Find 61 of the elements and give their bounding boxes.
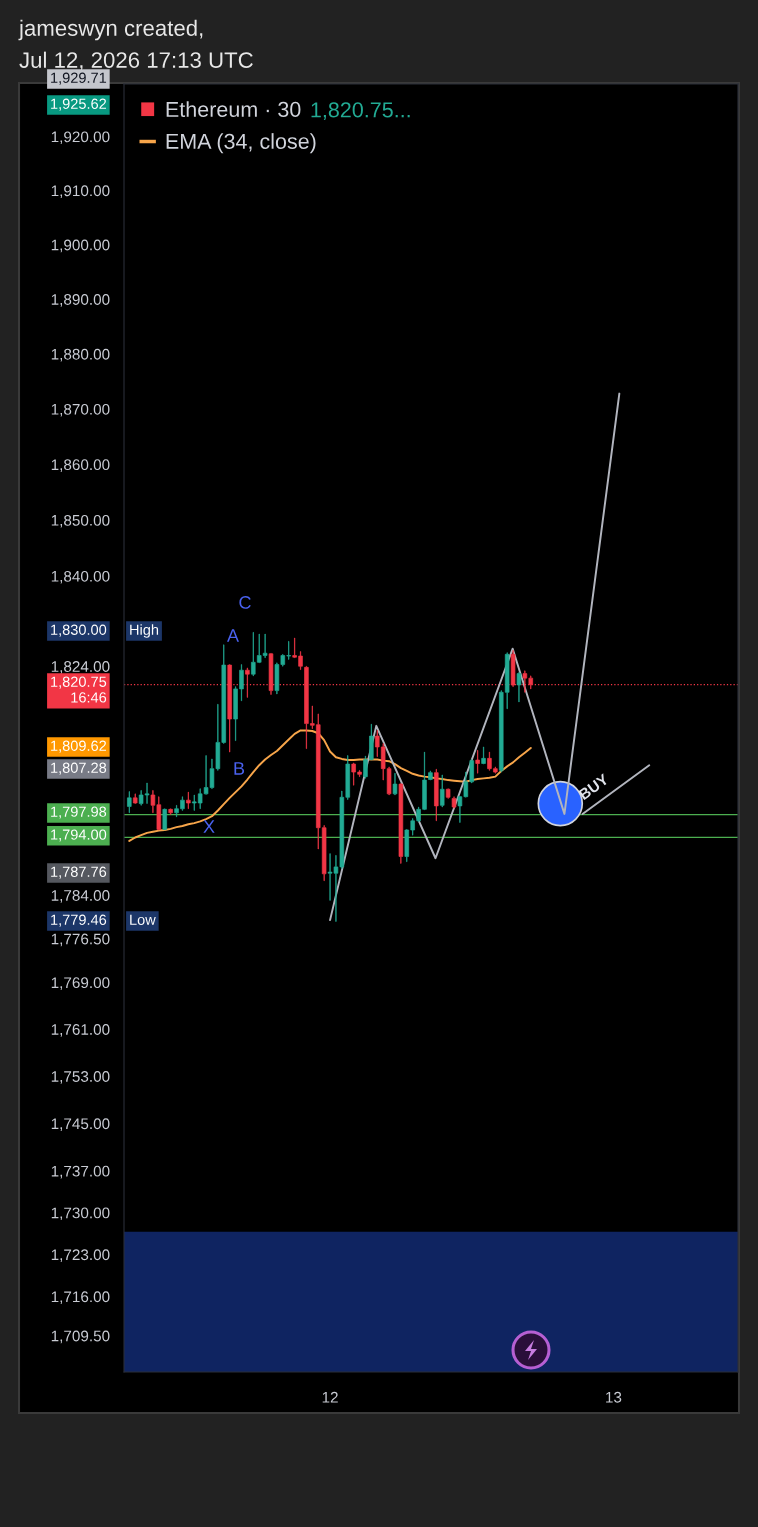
y-tick-label: 1,824.00 [51,661,110,674]
candlestick [398,783,404,864]
annotation: B [234,762,245,775]
candlestick [168,808,173,815]
annotation: Low [130,914,156,925]
annotation: C [239,596,251,609]
y-tick-label: 1,723.00 [51,1249,110,1262]
annotation: 1,820.75... [311,102,410,121]
y-tick-label: 1,761.00 [51,1024,110,1037]
text: 1,925.62 [51,98,107,111]
y-tick-label: 1,709.50 [51,1330,110,1344]
chart-subtitle: Jul 12, 2026 17:13 UTC [19,51,253,71]
y-tick-label: 1,769.00 [51,977,110,990]
text: 1,787.76 [51,866,107,879]
candlestick [132,793,138,804]
ref-line-label: 1,820.75 16:46 [51,676,107,703]
candlestick [481,746,486,765]
x-tick-label: 12 [322,1391,338,1403]
y-tick-label: 1,850.00 [51,514,110,528]
annotation: A [227,629,239,642]
y-tick-label: 1,900.00 [51,239,110,253]
text: 1,830.00 [51,624,107,637]
y-tick-label: 1,880.00 [51,348,110,362]
y-tick-label: 1,776.50 [51,933,110,947]
candlestick [439,774,445,808]
y-tick-label: 1,737.00 [51,1165,110,1179]
candlestick [227,664,232,753]
y-tick-label: 1,860.00 [51,459,110,472]
line-series [128,729,532,842]
candlestick [392,772,398,796]
y-tick-label: 1,870.00 [51,403,110,417]
text: 1,779.46 [51,914,107,927]
x-tick-label: 13 [606,1391,622,1403]
candlestick [434,768,439,822]
y-tick-label: 1,920.00 [51,131,110,145]
ref-line-label: 1,794.00 [51,829,107,842]
annotation: X [203,820,215,833]
ref-line-label: 1,797.98 [51,806,107,819]
text: 1,807.28 [51,762,107,775]
y-tick-label: 1,745.00 [51,1118,110,1131]
candlestick [445,788,451,799]
candlestick [186,791,191,810]
candlestick [451,796,457,809]
legend-label: Ethereum · 30 [166,101,301,118]
y-tick-label: 1,753.00 [51,1071,110,1084]
candlestick [475,750,480,774]
y-tick-label: 1,730.00 [51,1207,110,1221]
candlestick [516,672,522,703]
y-tick-label: 1,716.00 [51,1291,110,1304]
legend-label: EMA (34, close) [166,133,316,154]
text: 1,809.62 [51,740,107,753]
candlestick [127,791,132,814]
y-tick-label: 1,910.00 [51,185,110,198]
chart-title: jameswyn created, [18,19,203,41]
y-tick-label: 1,890.00 [51,294,110,307]
text: 1,929.71 [51,72,107,85]
candlestick [162,808,167,831]
y-tick-label: 1,840.00 [51,570,110,584]
line-series [329,392,621,922]
annotation: High [130,624,159,638]
y-tick-label: 1,784.00 [51,890,110,903]
